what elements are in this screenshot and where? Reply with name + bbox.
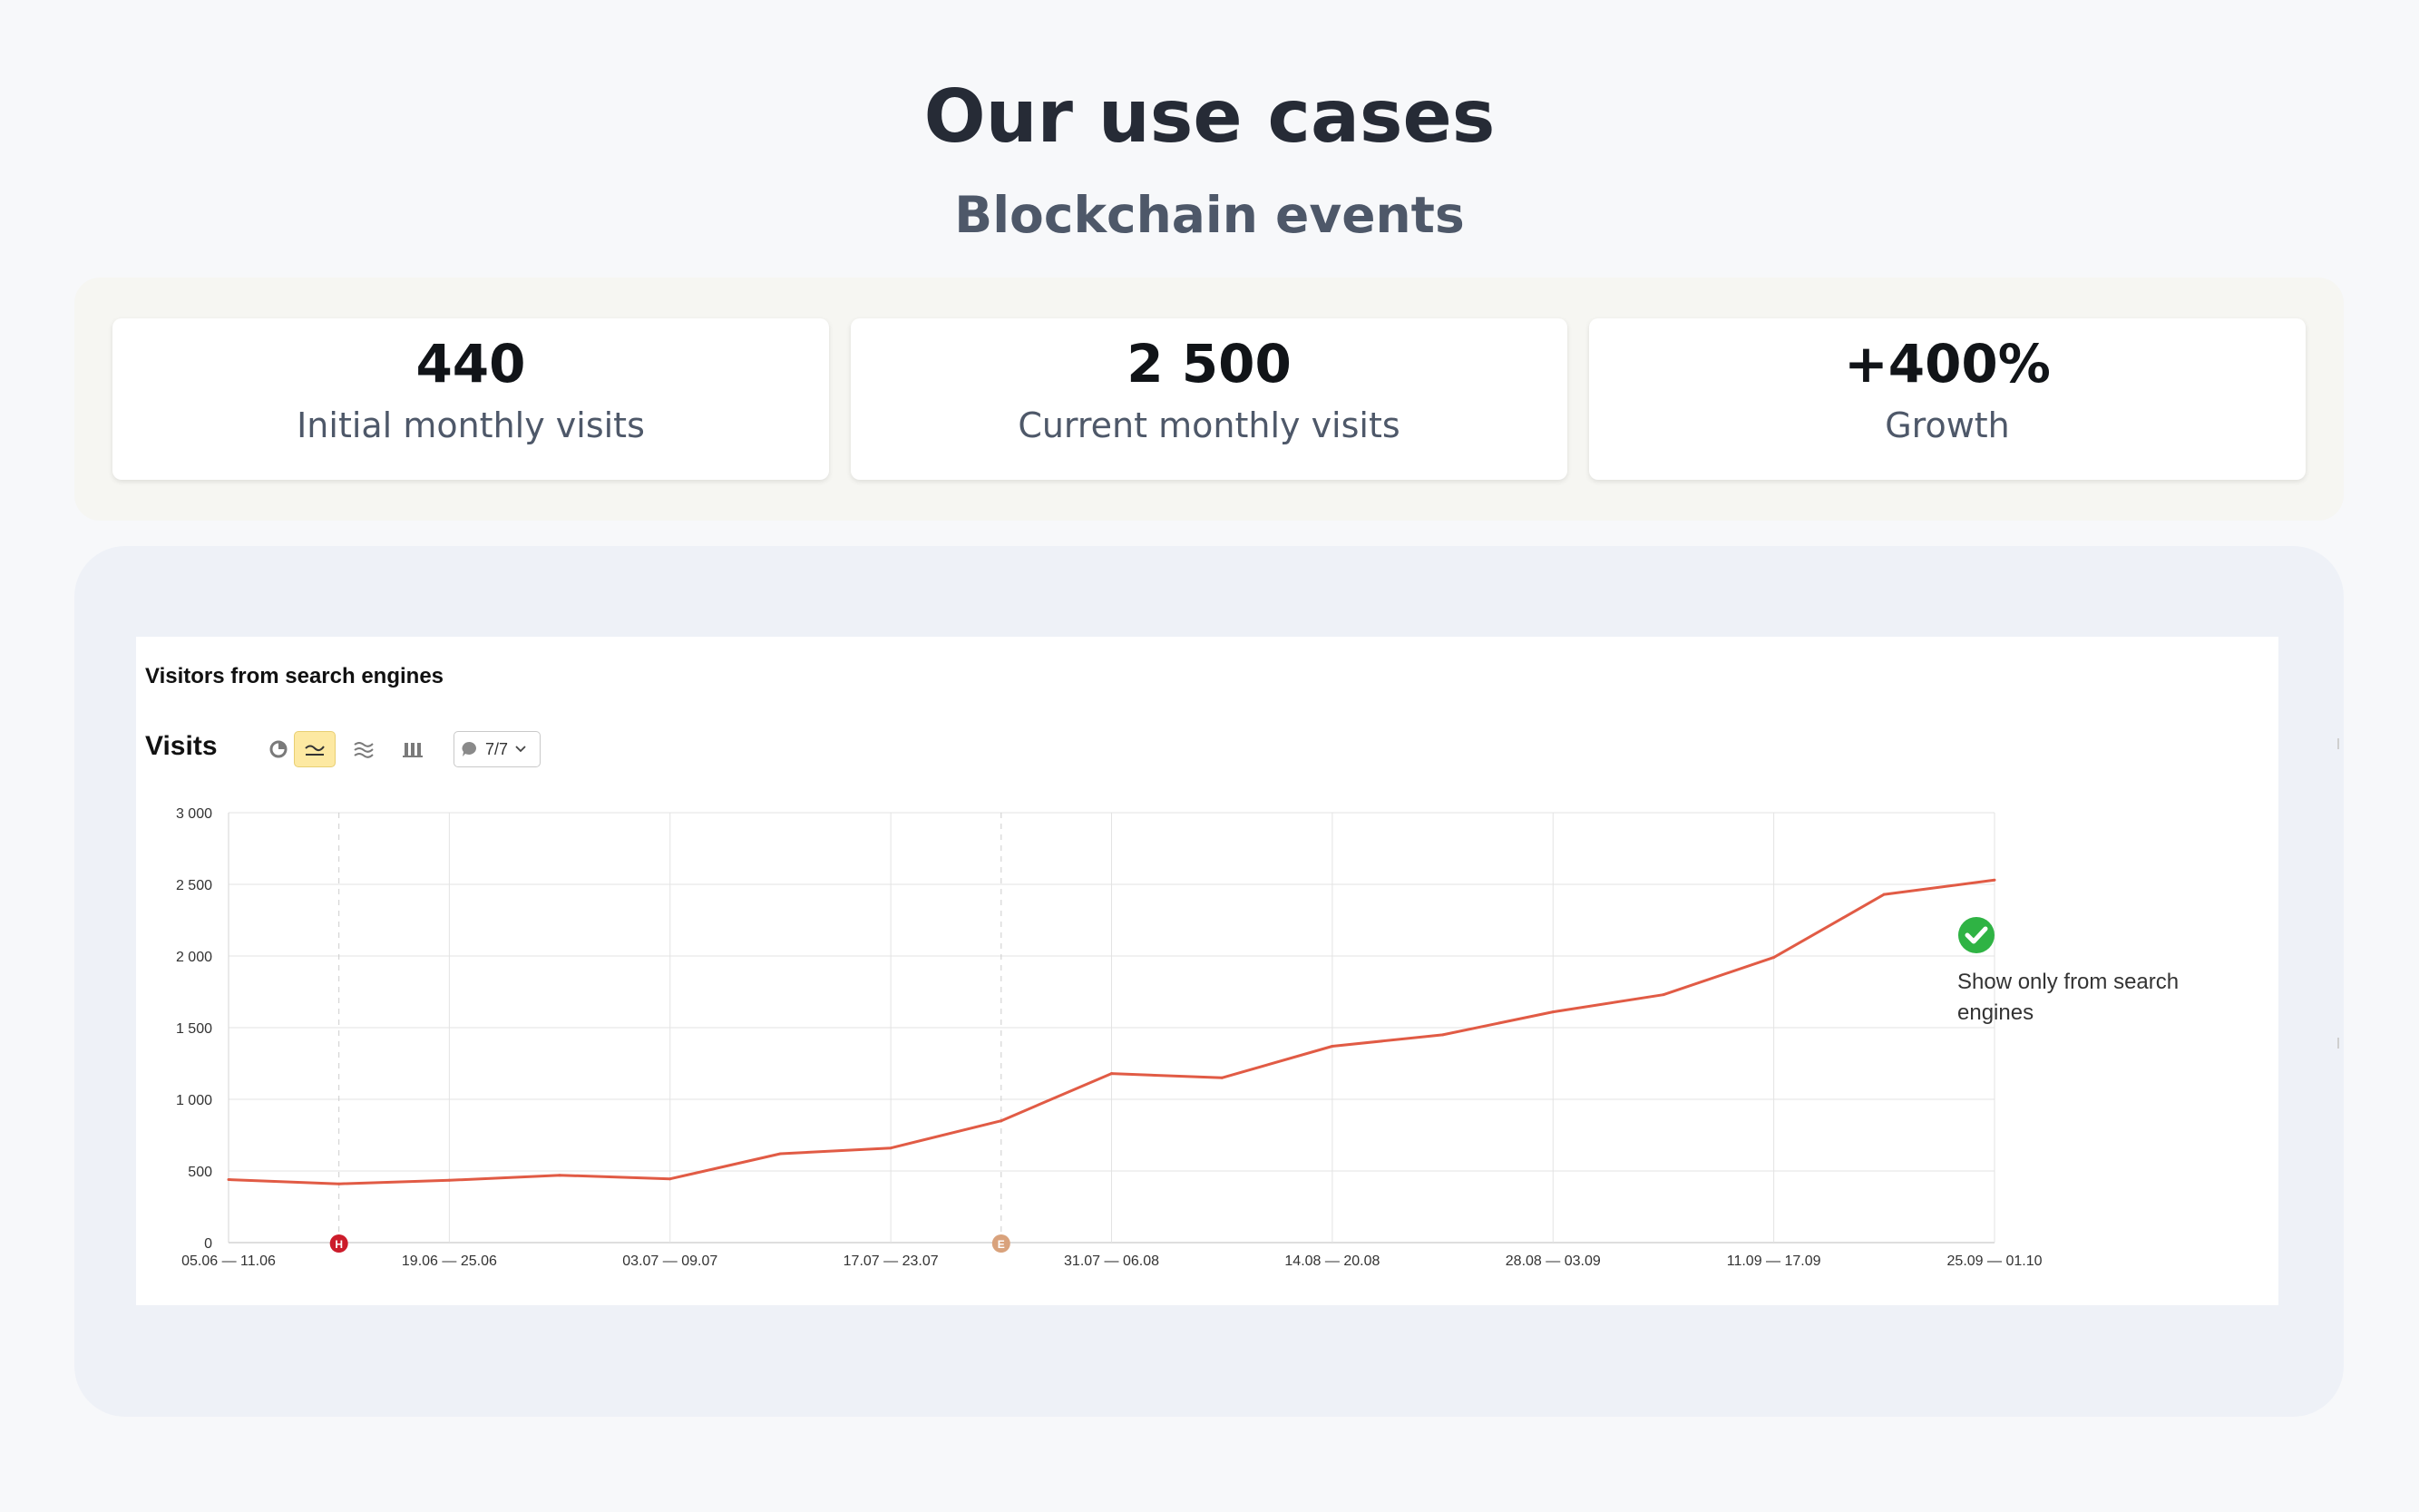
- y-tick-label: 2 000: [176, 950, 212, 965]
- data-point: [1220, 1076, 1224, 1079]
- check-circle-icon[interactable]: [1957, 916, 1995, 954]
- y-tick-label: 0: [204, 1236, 212, 1252]
- chart-panel: Visitors from search engines Visits: [136, 637, 2339, 1305]
- bar-chart-button[interactable]: [392, 731, 434, 767]
- stat-label: Initial monthly visits: [297, 405, 645, 445]
- annotation-marker-letter: E: [998, 1238, 1005, 1251]
- stat-value: 440: [415, 333, 526, 395]
- metric-label: Visits: [145, 731, 218, 761]
- annotation-marker-letter: H: [335, 1238, 343, 1251]
- line-chart: 0 500 1 000 1 500 2 000 2 500 3 000 05.06 — 11.…: [176, 806, 2043, 1269]
- bar-chart-icon: [403, 743, 423, 757]
- x-tick-label: 14.08 — 20.08: [1284, 1253, 1380, 1269]
- line-chart-button[interactable]: [294, 731, 336, 767]
- x-tick-label: 28.08 — 03.09: [1506, 1253, 1601, 1269]
- data-point: [1772, 956, 1776, 960]
- data-point: [1551, 1010, 1555, 1014]
- stats-band: 440 Initial monthly visits 2 500 Current…: [74, 278, 2344, 521]
- panel-edge-tick: [2337, 1038, 2339, 1049]
- chevron-down-icon: [515, 746, 526, 753]
- stat-card-growth: +400% Growth: [1589, 318, 2306, 480]
- stat-card-initial-visits: 440 Initial monthly visits: [112, 318, 829, 480]
- pie-chart-icon: [269, 740, 288, 758]
- y-tick-label: 1 500: [176, 1021, 212, 1037]
- data-point: [227, 1177, 230, 1181]
- y-tick-label: 1 000: [176, 1093, 212, 1108]
- line-chart-icon: [305, 745, 325, 756]
- x-tick-label: 03.07 — 09.07: [622, 1253, 717, 1269]
- data-point: [447, 1178, 451, 1182]
- chart-title: Visitors from search engines: [145, 664, 444, 688]
- comment-icon: [462, 741, 477, 756]
- data-point: [668, 1177, 672, 1181]
- data-point: [1000, 1119, 1003, 1123]
- x-tick-label: 05.06 — 11.06: [181, 1253, 276, 1269]
- stat-label: Current monthly visits: [1018, 405, 1400, 445]
- data-point: [1110, 1072, 1113, 1076]
- data-point: [889, 1146, 892, 1150]
- annotations-count: 7/7: [485, 739, 509, 758]
- data-point: [558, 1174, 561, 1177]
- x-tick-label: 11.09 — 17.09: [1727, 1253, 1821, 1269]
- data-point: [1882, 893, 1886, 896]
- page-title: Our use cases: [923, 74, 1496, 159]
- stat-card-current-visits: 2 500 Current monthly visits: [851, 318, 1567, 480]
- x-tick-label: 19.06 — 25.06: [402, 1253, 497, 1269]
- chart-frame: Visitors from search engines Visits: [74, 546, 2344, 1417]
- pie-chart-button[interactable]: [258, 731, 299, 767]
- y-tick-label: 2 500: [176, 878, 212, 893]
- x-tick-label: 25.09 — 01.10: [1947, 1253, 2043, 1269]
- stat-value: 2 500: [1127, 333, 1292, 395]
- data-point: [1331, 1045, 1334, 1049]
- x-tick-label: 31.07 — 06.08: [1064, 1253, 1159, 1269]
- area-chart-button[interactable]: [343, 731, 385, 767]
- y-tick-label: 500: [188, 1165, 212, 1180]
- legend-label[interactable]: Show only from search engines: [1957, 970, 2180, 1025]
- annotation-marker: [991, 1234, 1010, 1253]
- annotation-marker: [329, 1234, 348, 1253]
- page-subtitle: Blockchain events: [954, 186, 1465, 244]
- stat-label: Growth: [1885, 405, 2010, 445]
- area-chart-icon: [354, 742, 374, 758]
- annotations-select[interactable]: 7/7: [454, 731, 541, 767]
- stat-value: +400%: [1844, 333, 2051, 395]
- data-point: [1993, 878, 1996, 882]
- data-point: [1662, 993, 1665, 997]
- data-point: [337, 1182, 341, 1185]
- data-point: [778, 1152, 782, 1156]
- y-tick-label: 3 000: [176, 806, 212, 822]
- data-point: [1441, 1033, 1445, 1037]
- x-tick-label: 17.07 — 23.07: [844, 1253, 939, 1269]
- panel-edge-tick: [2337, 738, 2339, 749]
